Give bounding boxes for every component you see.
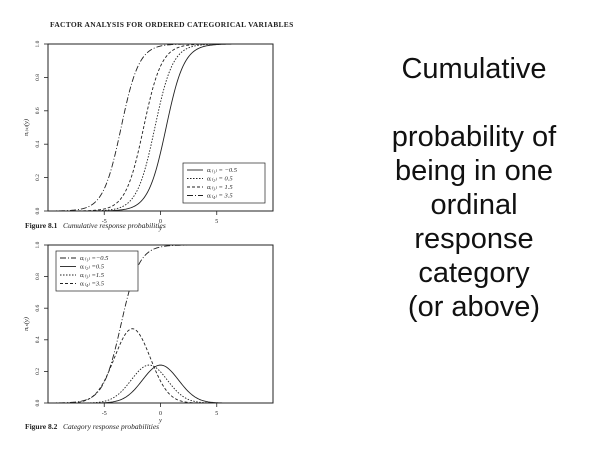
y-tick-label: 0.6 <box>35 305 41 312</box>
y-tick-label: 0.4 <box>35 141 41 148</box>
book-page-header: FACTOR ANALYSIS FOR ORDERED CATEGORICAL … <box>50 20 294 29</box>
figure-8-2-label: Figure 8.2 <box>25 422 58 431</box>
figure-8-1-caption: Figure 8.1 Cumulative response probabili… <box>25 221 166 230</box>
legend-box <box>182 162 266 204</box>
legend-box <box>55 250 139 292</box>
slide-text-line-3: probability of <box>391 121 557 153</box>
y-tick-label: 0.8 <box>35 273 41 280</box>
x-tick-label: 5 <box>215 219 218 225</box>
slide-text-line-4: being in one <box>394 155 554 187</box>
slide-text-line-7: category <box>418 257 530 289</box>
legend-label-1: αᵢ₍₁₎ = −0.5 <box>207 167 238 174</box>
series-line-4 <box>48 328 273 404</box>
x-tick-label: 0 <box>159 219 162 225</box>
figure-8-1-chart: -5 0 5 0.0 0.2 0.4 0.6 0.8 1.0 y πᵢ₍ₛ₎(y) αᵢ₍₁₎ = −… <box>23 40 274 232</box>
figure-8-2-chart: -5 0 5 0.0 0.2 0.4 0.6 0.8 1.0 y πᵢₛ(y) αᵢ₍₁₎ =−0.5… <box>23 241 274 424</box>
y-tick-label: 0.0 <box>35 207 41 214</box>
legend-label-4: αᵢ₍₄₎ =3.5 <box>80 281 105 288</box>
series-line-2 <box>48 364 273 404</box>
chart-legend: αᵢ₍₁₎ = −0.5 αᵢ₍₂₎ = 0.5αᵢ₍₃₎ = 1.5 αᵢ₍₄₎ … <box>182 162 266 204</box>
y-tick-label: 0.2 <box>35 174 41 181</box>
x-axis-label: y <box>158 225 162 232</box>
figure-8-2-panel: -5 0 5 0.0 0.2 0.4 0.6 0.8 1.0 y πᵢₛ(y) αᵢ₍₁₎ =−0.5… <box>0 235 342 435</box>
y-axis-label: πᵢ₍ₛ₎(y) <box>23 119 30 136</box>
x-tick-label: -5 <box>102 219 107 225</box>
scanned-book-page: FACTOR ANALYSIS FOR ORDERED CATEGORICAL … <box>0 20 342 435</box>
x-tick-label: 5 <box>215 411 218 417</box>
x-tick-label: 0 <box>159 411 162 417</box>
y-tick-label: 0.4 <box>35 336 41 343</box>
slide-text-block: Cumulative probability of being in one o… <box>352 52 596 324</box>
series-line-3 <box>48 43 273 212</box>
y-tick-label: 1.0 <box>35 241 41 248</box>
legend-label-3: αᵢ₍₃₎ =1.5 <box>80 272 105 279</box>
y-tick-label: 0.2 <box>35 368 41 375</box>
legend-label-2: αᵢ₍₂₎ = 0.5 <box>207 176 233 183</box>
legend-label-4: αᵢ₍₄₎ = 3.5 <box>207 193 233 200</box>
y-tick-label: 0.0 <box>35 399 41 406</box>
y-tick-label: 1.0 <box>35 40 41 47</box>
figure-8-2-caption-text: Category response probabilities <box>62 422 160 431</box>
series-line-4 <box>48 43 273 212</box>
figure-8-1-label: Figure 8.1 <box>25 221 58 230</box>
chart-legend: αᵢ₍₁₎ =−0.5 αᵢ₍₂₎ =0.5αᵢ₍₃₎ =1.5 αᵢ₍₄₎ =3.… <box>55 250 139 292</box>
figure-8-1-caption-text: Cumulative response probabilities <box>62 221 166 230</box>
slide-text-line-1: Cumulative <box>401 53 547 85</box>
y-axis-label: πᵢₛ(y) <box>23 317 30 331</box>
figure-8-1-panel: -5 0 5 0.0 0.2 0.4 0.6 0.8 1.0 y πᵢ₍ₛ₎(y) αᵢ₍₁₎ = −… <box>0 30 342 232</box>
x-tick-label: -5 <box>102 411 107 417</box>
x-axis-label: y <box>158 417 162 424</box>
legend-label-2: αᵢ₍₂₎ =0.5 <box>80 264 105 271</box>
series-line-3 <box>48 364 273 404</box>
figure-8-2-caption: Figure 8.2 Category response probabiliti… <box>25 422 159 431</box>
y-tick-label: 0.8 <box>35 74 41 81</box>
slide-text-line-5: ordinal <box>430 189 518 221</box>
slide-text-line-2 <box>352 86 596 120</box>
legend-label-3: αᵢ₍₃₎ = 1.5 <box>207 184 233 191</box>
legend-label-1: αᵢ₍₁₎ =−0.5 <box>80 255 109 262</box>
slide-text-line-8: (or above) <box>407 291 541 323</box>
y-tick-label: 0.6 <box>35 107 41 114</box>
slide-text-line-6: response <box>414 223 534 255</box>
